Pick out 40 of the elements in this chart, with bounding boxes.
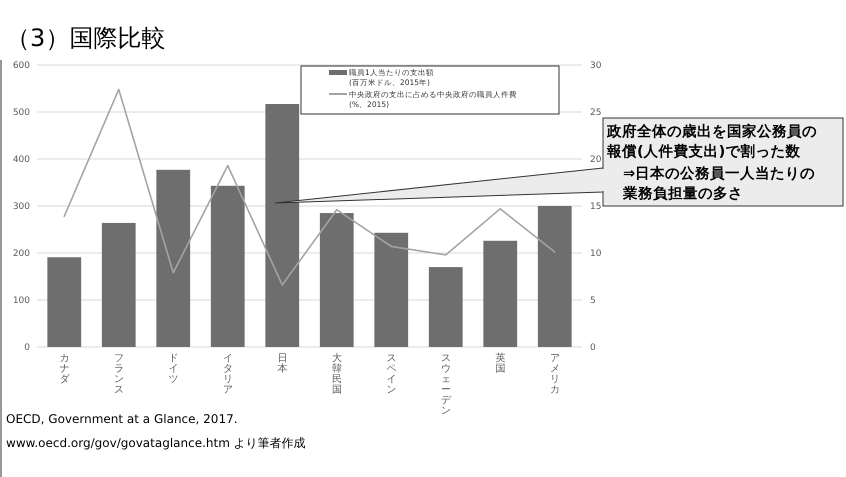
y2-tick-label: 5 [590,296,596,306]
x-tick-label: ドイツ [168,353,178,385]
bar [320,213,354,347]
chart-title: （3）国際比較 [6,24,166,52]
text: OECD, Government at a Glance, 2017. [6,412,238,426]
x-tick-label: 英国 [495,352,506,374]
bar [210,186,245,347]
y2-tick-label: 25 [590,108,602,118]
bar [538,206,572,347]
x-tick-label: フランス [114,353,124,396]
y2-tick-label: 10 [590,249,602,259]
y2-tick-label: 0 [590,343,596,353]
x-tick-label: スペイン [386,353,396,396]
y-tick-label: 100 [12,296,30,306]
bar [265,104,300,347]
y-tick-label: 0 [24,343,30,353]
bar [483,240,518,347]
x-tick-label: 日本 [277,353,288,374]
x-tick-label: カナダ [59,353,70,385]
bar [374,232,408,347]
y-tick-label: 400 [12,155,30,165]
bar [428,267,463,347]
bar [156,170,190,347]
text: 政府全体の歳出を国家公務員の報償(人件費支出)で割った数 [607,122,818,162]
y2-tick-label: 20 [590,155,602,165]
y-tick-label: 300 [12,202,30,212]
bar [47,257,82,347]
text: ⇒日本の公務員一人当たりの業務負担量の多さ [622,164,816,204]
y-tick-label: 500 [12,108,30,118]
x-tick-label: スウェーデン [440,353,452,416]
x-tick-label: アメリカ [550,353,560,396]
line-series [63,88,556,286]
y2-tick-label: 15 [590,202,602,212]
y2-tick-label: 30 [590,61,602,71]
y-tick-label: 600 [12,61,30,71]
y-tick-label: 200 [12,249,30,259]
x-tick-label: 大韓民国 [332,352,342,396]
x-tick-label: イタリア [222,353,233,396]
text: www.oecd.org/gov/govataglance.htm より筆者作成 [6,436,306,450]
bar [102,222,136,347]
